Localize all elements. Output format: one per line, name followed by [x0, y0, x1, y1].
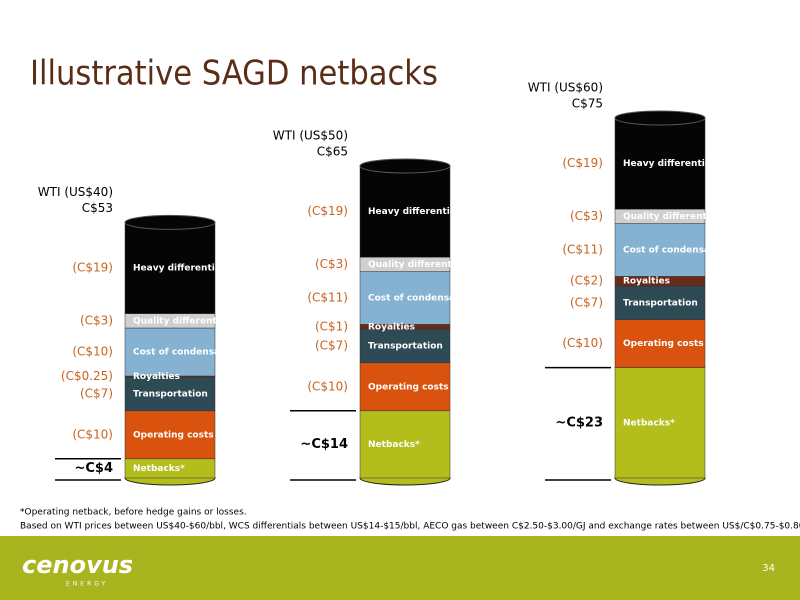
segment-label: Heavy differential — [623, 159, 714, 169]
value-label: (C$10) — [72, 345, 113, 359]
logo: cenovus — [22, 551, 133, 579]
segment-label: Cost of condensate — [368, 294, 466, 304]
cylinder-cap — [124, 214, 216, 230]
segment-label: Transportation — [623, 298, 698, 308]
footnote: Based on WTI prices between US$40-$60/bb… — [20, 522, 800, 532]
segment-label: Cost of condensate — [133, 348, 231, 358]
cylinder-cap — [614, 110, 706, 126]
total-label: C$65 — [317, 145, 348, 159]
page-number: 34 — [762, 563, 775, 574]
logo-sub: ENERGY — [66, 581, 108, 588]
segment-label: Cost of condensate — [623, 246, 721, 256]
segment — [359, 271, 451, 325]
segment — [614, 319, 706, 368]
segment — [614, 367, 706, 479]
segment — [359, 328, 451, 364]
value-label: (C$3) — [80, 313, 113, 327]
value-label: (C$7) — [315, 339, 348, 353]
value-label: (C$2) — [570, 274, 603, 288]
segment-label: Quality differential — [133, 316, 229, 326]
segment-label: Transportation — [133, 390, 208, 400]
segment — [614, 285, 706, 320]
segment-label: Quality differential — [368, 260, 464, 270]
footer-band — [0, 536, 800, 600]
cylinder-cap — [359, 158, 451, 174]
value-label: (C$19) — [72, 261, 113, 275]
footnote: *Operating netback, before hedge gains o… — [20, 508, 247, 518]
segment — [359, 410, 451, 479]
segment-label: Heavy differential — [133, 264, 224, 274]
category-label: WTI (US$40) — [38, 185, 113, 199]
value-label: (C$10) — [307, 379, 348, 393]
segment-label: Netbacks* — [368, 440, 420, 450]
segment-label: Transportation — [368, 342, 443, 352]
segment-label: Operating costs — [623, 339, 704, 349]
segment — [124, 222, 216, 314]
segment-label: Royalties — [368, 322, 415, 332]
segment — [359, 362, 451, 412]
total-label: C$75 — [572, 97, 603, 111]
netback-label: ~C$4 — [74, 461, 113, 476]
value-label: (C$0.25) — [61, 369, 113, 383]
category-label: WTI (US$50) — [273, 129, 348, 143]
segment-label: Royalties — [133, 372, 180, 382]
segment-label: Operating costs — [133, 430, 214, 440]
segment — [359, 165, 451, 258]
segment-label: Netbacks* — [623, 418, 675, 428]
segment-label: Quality differential — [623, 212, 719, 222]
value-label: (C$19) — [307, 204, 348, 218]
chart-title: Illustrative SAGD netbacks — [30, 54, 438, 94]
value-label: (C$3) — [570, 209, 603, 223]
value-label: (C$10) — [72, 427, 113, 441]
value-label: (C$10) — [562, 336, 603, 350]
segment — [614, 117, 706, 210]
value-label: (C$7) — [570, 295, 603, 309]
value-label: (C$7) — [80, 387, 113, 401]
netback-label: ~C$14 — [300, 437, 348, 452]
category-label: WTI (US$60) — [528, 81, 603, 95]
value-label: (C$11) — [562, 243, 603, 257]
segment-label: Operating costs — [368, 382, 449, 392]
segment-label: Royalties — [623, 277, 670, 287]
value-label: (C$19) — [562, 156, 603, 170]
segment-label: Netbacks* — [133, 464, 185, 474]
total-label: C$53 — [82, 201, 113, 215]
segment — [614, 223, 706, 277]
segment — [124, 410, 216, 460]
netback-label: ~C$23 — [555, 415, 603, 430]
segment-label: Heavy differential — [368, 207, 459, 217]
value-label: (C$1) — [315, 319, 348, 333]
value-label: (C$3) — [315, 257, 348, 271]
value-label: (C$11) — [307, 291, 348, 305]
segment — [124, 376, 216, 412]
